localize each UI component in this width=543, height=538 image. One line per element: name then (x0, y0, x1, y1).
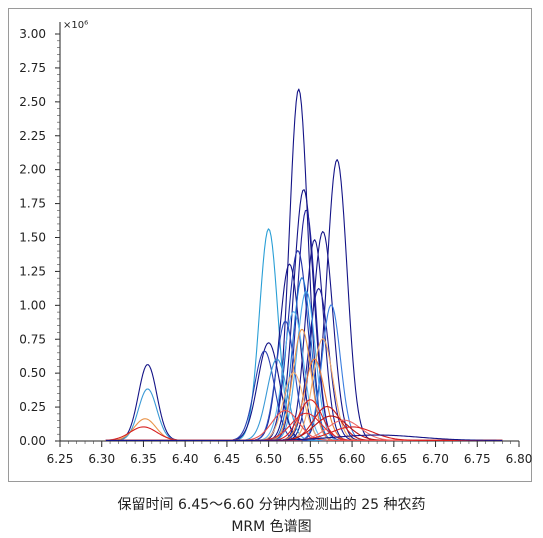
x-tick-label: 6.70 (422, 452, 449, 466)
x-tick-label: 6.35 (130, 452, 157, 466)
x-tick-label: 6.60 (339, 452, 366, 466)
x-tick-label: 6.30 (88, 452, 115, 466)
x-tick-label: 6.40 (172, 452, 199, 466)
y-tick-label: 0.25 (19, 400, 46, 414)
y-tick-label: 3.00 (19, 27, 46, 41)
series-layer (105, 88, 503, 442)
figure-caption: 保留时间 6.45～6.60 分钟内检测出的 25 种农药 MRM 色谱图 (0, 494, 543, 538)
x-tick-label: 6.75 (464, 452, 491, 466)
y-tick-label: 2.25 (19, 129, 46, 143)
axes-layer: 0.00 0.25 0.50 0.75 1.00 1.25 1.50 1.75 2.00 2.25… (19, 22, 532, 466)
x-tick-label: 6.25 (47, 452, 74, 466)
x-tick-label: 6.55 (297, 452, 324, 466)
series-line-11 (105, 239, 503, 442)
y-tick-label: 0.75 (19, 332, 46, 346)
series-line-14 (105, 277, 503, 442)
series-line-34 (105, 434, 503, 442)
x-tick-label: 6.45 (214, 452, 241, 466)
caption-line-2: MRM 色谱图 (231, 519, 312, 535)
y-tick-label: 0.00 (19, 434, 46, 448)
series-line-6 (105, 159, 503, 442)
y-axis-multiplier-label: ×10⁶ (63, 20, 88, 31)
y-tick-label: 2.00 (19, 163, 46, 177)
series-line-12 (105, 250, 503, 442)
y-tick-label: 2.75 (19, 61, 46, 75)
y-tick-label: 1.50 (19, 231, 46, 245)
caption-line-1: 保留时间 6.45～6.60 分钟内检测出的 25 种农药 (117, 497, 426, 513)
y-tick-label: 2.50 (19, 95, 46, 109)
plot-panel (8, 8, 532, 482)
x-tick-label: 6.65 (380, 452, 407, 466)
y-tick-label: 1.25 (19, 264, 46, 278)
y-tick-label: 1.00 (19, 298, 46, 312)
y-tick-label: 1.75 (19, 197, 46, 211)
series-line-17 (105, 304, 503, 442)
x-tick-label: 6.80 (506, 452, 533, 466)
x-tick-label: 6.50 (255, 452, 282, 466)
y-tick-label: 0.50 (19, 366, 46, 380)
